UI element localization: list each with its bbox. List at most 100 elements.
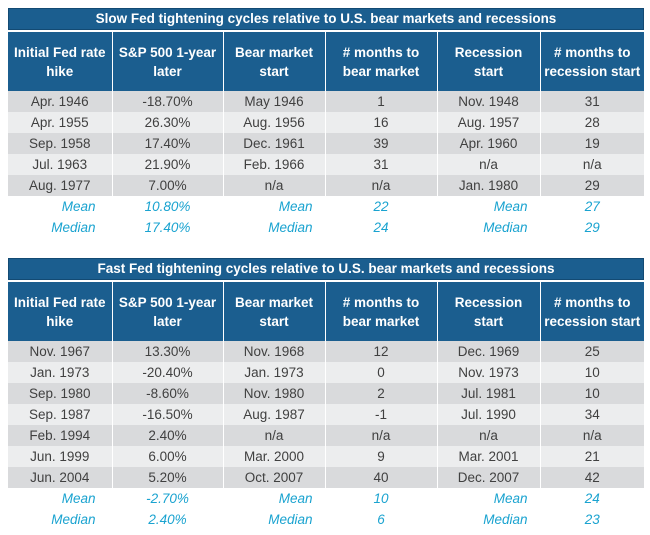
cell-months-bear: 40 [324, 467, 437, 488]
cell-months-recession: 29 [539, 175, 644, 196]
median-sp500: 17.40% [111, 217, 223, 238]
cell-rate-hike: Aug. 1977 [8, 175, 112, 196]
cell-months-bear: 16 [324, 112, 437, 133]
header-initial-fed-rate-hike: Initial Fed rate hike [8, 30, 112, 91]
median-recession-label: Median [436, 509, 540, 530]
cell-months-recession: 31 [539, 91, 644, 112]
cell-sp500: 17.40% [111, 133, 223, 154]
cell-months-bear: -1 [324, 404, 437, 425]
header-row: Initial Fed rate hike S&P 500 1-year lat… [8, 280, 644, 341]
slow-cycles-block: Slow Fed tightening cycles relative to U… [8, 8, 644, 238]
cell-months-recession: 19 [539, 133, 644, 154]
mean-months-recession: 24 [539, 488, 644, 509]
cell-rate-hike: Jun. 1999 [8, 446, 112, 467]
cell-sp500: 5.20% [111, 467, 223, 488]
median-months-bear: 24 [324, 217, 437, 238]
slow-cycles-table: Initial Fed rate hike S&P 500 1-year lat… [8, 30, 644, 238]
cell-recession-start: Nov. 1948 [436, 91, 540, 112]
cell-months-bear: 12 [324, 341, 437, 362]
mean-months-bear: 22 [324, 196, 437, 217]
header-bear-market-start: Bear market start [222, 280, 325, 341]
mean-months-recession: 27 [539, 196, 644, 217]
cell-bear-start: Nov. 1980 [222, 383, 325, 404]
cell-months-bear: 2 [324, 383, 437, 404]
median-months-bear: 6 [324, 509, 437, 530]
cell-recession-start: Aug. 1957 [436, 112, 540, 133]
cell-rate-hike: Apr. 1946 [8, 91, 112, 112]
header-months-to-bear-market: # months to bear market [324, 280, 437, 341]
header-months-to-bear-market: # months to bear market [324, 30, 437, 91]
cell-rate-hike: Sep. 1987 [8, 404, 112, 425]
table-row: Feb. 1994 2.40% n/a n/a n/a n/a [8, 425, 644, 446]
cell-bear-start: Feb. 1966 [222, 154, 325, 175]
median-recession-label: Median [436, 217, 540, 238]
median-label: Median [8, 217, 112, 238]
cell-recession-start: Jan. 1980 [436, 175, 540, 196]
mean-row: Mean -2.70% Mean 10 Mean 24 [8, 488, 644, 509]
table-row: Apr. 1955 26.30% Aug. 1956 16 Aug. 1957 … [8, 112, 644, 133]
cell-bear-start: Dec. 1961 [222, 133, 325, 154]
cell-recession-start: Dec. 1969 [436, 341, 540, 362]
cell-recession-start: n/a [436, 154, 540, 175]
mean-row: Mean 10.80% Mean 22 Mean 27 [8, 196, 644, 217]
header-recession-start: Recession start [436, 280, 540, 341]
header-initial-fed-rate-hike: Initial Fed rate hike [8, 280, 112, 341]
cell-bear-start: Jan. 1973 [222, 362, 325, 383]
cell-bear-start: Nov. 1968 [222, 341, 325, 362]
table-row: Jul. 1963 21.90% Feb. 1966 31 n/a n/a [8, 154, 644, 175]
median-sp500: 2.40% [111, 509, 223, 530]
cell-recession-start: Jul. 1981 [436, 383, 540, 404]
cell-sp500: -16.50% [111, 404, 223, 425]
cell-sp500: 2.40% [111, 425, 223, 446]
cell-sp500: -18.70% [111, 91, 223, 112]
cell-recession-start: Apr. 1960 [436, 133, 540, 154]
cell-months-bear: 39 [324, 133, 437, 154]
cell-recession-start: n/a [436, 425, 540, 446]
header-months-to-recession-start: # months to recession start [539, 280, 644, 341]
cell-months-recession: 28 [539, 112, 644, 133]
header-months-to-recession-start: # months to recession start [539, 30, 644, 91]
cell-rate-hike: Jan. 1973 [8, 362, 112, 383]
median-months-recession: 23 [539, 509, 644, 530]
cell-bear-start: Oct. 2007 [222, 467, 325, 488]
cell-months-recession: 21 [539, 446, 644, 467]
mean-recession-label: Mean [436, 488, 540, 509]
median-row: Median 17.40% Median 24 Median 29 [8, 217, 644, 238]
cell-months-recession: 25 [539, 341, 644, 362]
cell-months-recession: 10 [539, 362, 644, 383]
cell-sp500: 26.30% [111, 112, 223, 133]
header-sp500-1-year-later: S&P 500 1-year later [111, 30, 223, 91]
cell-rate-hike: Sep. 1958 [8, 133, 112, 154]
cell-months-recession: n/a [539, 154, 644, 175]
mean-sp500: 10.80% [111, 196, 223, 217]
median-months-recession: 29 [539, 217, 644, 238]
table-row: Sep. 1958 17.40% Dec. 1961 39 Apr. 1960 … [8, 133, 644, 154]
cell-recession-start: Mar. 2001 [436, 446, 540, 467]
cell-bear-start: May 1946 [222, 91, 325, 112]
table-row: Sep. 1980 -8.60% Nov. 1980 2 Jul. 1981 1… [8, 383, 644, 404]
cell-months-recession: 10 [539, 383, 644, 404]
cell-sp500: -8.60% [111, 383, 223, 404]
mean-bear-label: Mean [222, 488, 325, 509]
mean-bear-label: Mean [222, 196, 325, 217]
cell-rate-hike: Nov. 1967 [8, 341, 112, 362]
table-row: Aug. 1977 7.00% n/a n/a Jan. 1980 29 [8, 175, 644, 196]
slow-table-title: Slow Fed tightening cycles relative to U… [8, 8, 644, 30]
header-recession-start: Recession start [436, 30, 540, 91]
cell-months-bear: 0 [324, 362, 437, 383]
cell-sp500: 7.00% [111, 175, 223, 196]
cell-rate-hike: Feb. 1994 [8, 425, 112, 446]
cell-months-recession: 34 [539, 404, 644, 425]
table-row: Jan. 1973 -20.40% Jan. 1973 0 Nov. 1973 … [8, 362, 644, 383]
header-row: Initial Fed rate hike S&P 500 1-year lat… [8, 30, 644, 91]
cell-recession-start: Nov. 1973 [436, 362, 540, 383]
fast-cycles-table: Initial Fed rate hike S&P 500 1-year lat… [8, 280, 644, 530]
mean-sp500: -2.70% [111, 488, 223, 509]
table-row: Jun. 1999 6.00% Mar. 2000 9 Mar. 2001 21 [8, 446, 644, 467]
cell-sp500: -20.40% [111, 362, 223, 383]
cell-bear-start: Aug. 1987 [222, 404, 325, 425]
cell-months-bear: 9 [324, 446, 437, 467]
mean-recession-label: Mean [436, 196, 540, 217]
cell-sp500: 21.90% [111, 154, 223, 175]
